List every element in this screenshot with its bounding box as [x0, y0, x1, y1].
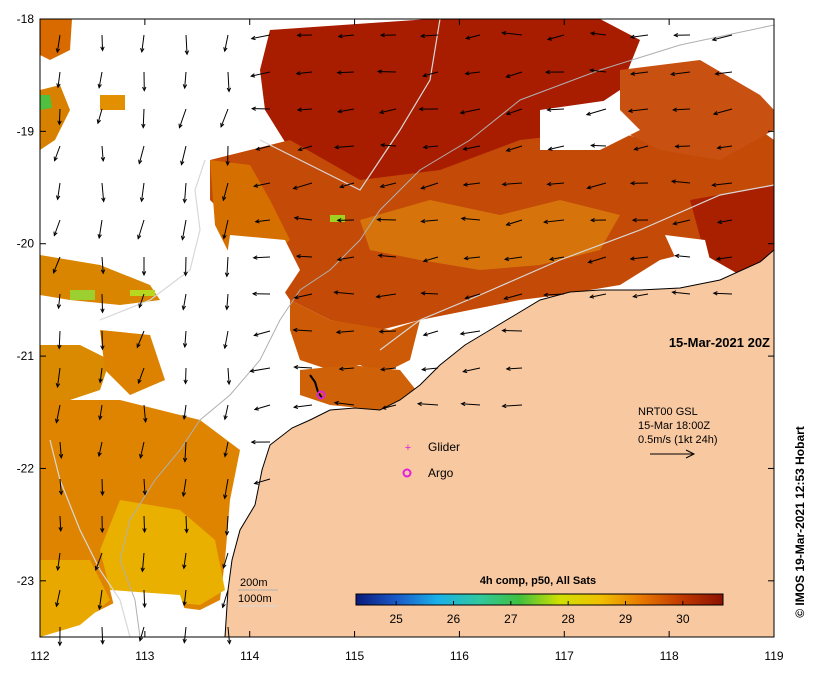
colorbar-tick-label: 25: [389, 612, 403, 626]
x-tick-label: 115: [345, 649, 364, 663]
wind-legend-line3: 0.5m/s (1kt 24h): [638, 434, 717, 446]
colorbar-ramp: [356, 594, 723, 605]
colorbar-title: 4h comp, p50, All Sats: [480, 575, 596, 587]
sst-region-green4: [330, 215, 345, 222]
sst-region-green2: [70, 290, 95, 300]
colorbar-tick-label: 28: [561, 612, 575, 626]
sst-region-green: [40, 95, 52, 110]
timestamp-label: 15-Mar-2021 20Z: [669, 335, 770, 350]
colorbar-tick-label: 26: [447, 612, 461, 626]
argo-label: Argo: [428, 466, 454, 480]
x-tick-label: 118: [660, 649, 679, 663]
y-tick-label: -18: [17, 12, 35, 26]
x-tick-label: 112: [30, 649, 49, 663]
isobath-legend-shallow: 200m: [240, 577, 268, 589]
x-tick-label: 113: [135, 649, 154, 663]
cloud-gap-4: [110, 590, 190, 630]
glider-symbol: +: [405, 442, 411, 454]
y-tick-label: -19: [17, 124, 35, 138]
isobath-legend-deep: 1000m: [238, 593, 272, 605]
wind-legend-line2: 15-Mar 18:00Z: [638, 420, 710, 432]
y-tick-label: -23: [17, 574, 35, 588]
y-tick-label: -20: [17, 237, 35, 251]
sst-region-nw3: [100, 95, 125, 110]
x-tick-label: 114: [240, 649, 259, 663]
colorbar-tick-label: 27: [504, 612, 518, 626]
sst-region-green3: [130, 290, 155, 296]
colorbar-tick-label: 30: [676, 612, 690, 626]
colorbar-tick-label: 29: [619, 612, 633, 626]
wind-legend-line1: NRT00 GSL: [638, 406, 698, 418]
glider-label: Glider: [428, 440, 460, 454]
credit-label: © IMOS 19-Mar-2021 12:53 Hobart: [793, 426, 807, 618]
y-tick-label: -21: [17, 349, 35, 363]
x-tick-label: 119: [764, 649, 783, 663]
x-tick-label: 117: [555, 649, 574, 663]
y-tick-label: -22: [17, 461, 35, 475]
x-tick-label: 116: [450, 649, 469, 663]
